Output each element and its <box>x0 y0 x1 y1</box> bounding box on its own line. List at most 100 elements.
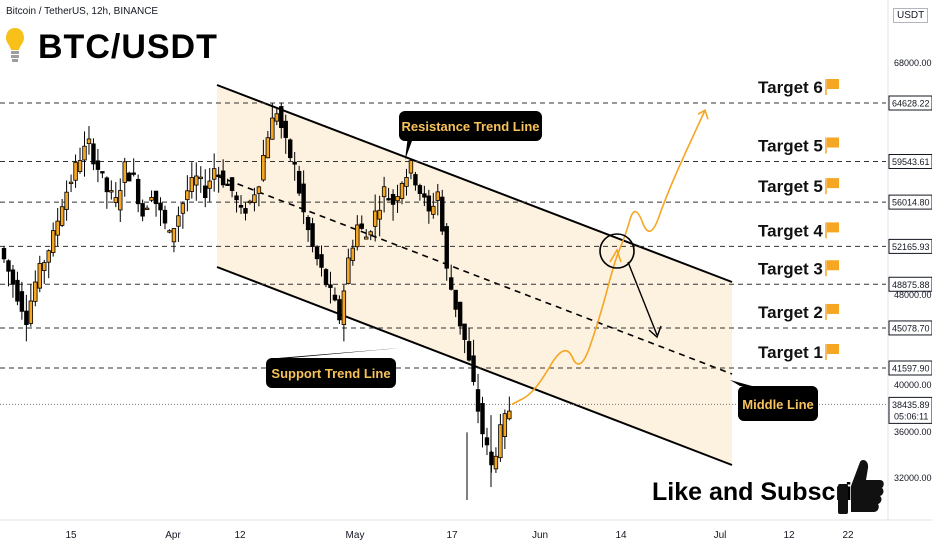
candle-body <box>484 437 490 446</box>
projection-path[interactable] <box>511 109 706 406</box>
candle-body <box>381 186 387 198</box>
candle-body <box>77 160 83 172</box>
target-price-tag <box>888 194 932 210</box>
candle-body <box>471 355 476 382</box>
candle-body <box>457 301 463 327</box>
candle-body <box>475 389 481 412</box>
candle-body <box>135 178 141 205</box>
candle-body <box>372 210 378 227</box>
candle-body <box>319 254 324 268</box>
target-price-tag <box>888 360 932 376</box>
projection-arrowhead <box>609 248 622 263</box>
candle-body <box>507 410 512 420</box>
candle-body <box>332 294 338 301</box>
candle-body <box>247 200 253 204</box>
time-tick-label: 12 <box>234 530 246 541</box>
flag-icon <box>827 344 839 354</box>
candle-body <box>158 202 163 211</box>
resistance-callout[interactable] <box>399 111 542 141</box>
price-axis[interactable] <box>888 0 932 550</box>
breakout-circle[interactable] <box>599 233 635 269</box>
candle-body <box>386 198 391 201</box>
candle-body <box>341 290 347 325</box>
price-scale-label: 40000.00 <box>894 380 932 390</box>
candle-body <box>270 117 275 140</box>
flag-icon <box>827 260 839 271</box>
flag-icon <box>827 137 839 148</box>
price-scale-label: 32000.00 <box>894 473 932 483</box>
candle-body <box>73 161 78 181</box>
candle-body <box>64 191 69 210</box>
time-tick-label: 22 <box>842 530 854 541</box>
target-price-label: 45078.70 <box>892 323 930 333</box>
candle-body <box>207 180 212 189</box>
middle-callout[interactable] <box>738 386 818 421</box>
candle-body <box>337 299 342 321</box>
candle-body <box>59 206 65 226</box>
target-price-label: 59543.61 <box>892 157 930 167</box>
target-price-label: 52165.93 <box>892 242 930 252</box>
candle-body <box>310 223 315 247</box>
candle-body <box>305 216 311 231</box>
middle-pointer <box>730 380 752 386</box>
candle-body <box>220 170 226 186</box>
candle-body <box>498 424 503 459</box>
candle-body <box>6 260 11 272</box>
candle-body <box>15 279 20 302</box>
candle-body <box>395 196 400 202</box>
candle-body <box>502 413 508 437</box>
candle-body <box>113 197 118 203</box>
retest-arrow <box>627 261 658 336</box>
candle-body <box>1 248 7 260</box>
candle-body <box>234 195 239 201</box>
retest-arrowhead <box>648 325 662 339</box>
price-scale-label: 36000.00 <box>894 427 932 437</box>
candle-body <box>279 106 284 129</box>
target-price-tag <box>888 154 932 170</box>
candle-body <box>104 177 110 193</box>
candle-body <box>435 191 440 201</box>
candle-body <box>377 209 382 220</box>
candle-body <box>355 224 360 248</box>
currency-badge[interactable]: USDT <box>893 8 929 23</box>
candle-body <box>364 236 369 240</box>
candle-body <box>466 341 472 361</box>
candle-body <box>68 181 74 184</box>
candle-body <box>167 230 172 233</box>
brand-title: BTC/USDT <box>38 28 218 66</box>
target-price-label: 41597.90 <box>892 364 930 374</box>
candle-body <box>100 171 105 174</box>
candle-body <box>127 172 132 182</box>
candle-body <box>19 291 25 312</box>
candle-body <box>323 269 329 286</box>
candle-body <box>140 203 145 217</box>
candle-body <box>122 161 127 183</box>
time-tick-label: 15 <box>65 530 77 541</box>
candle-body <box>296 170 302 194</box>
candle-body <box>243 208 248 214</box>
candle-body <box>162 209 168 224</box>
candle-body <box>194 175 199 186</box>
candle-body <box>328 284 333 288</box>
price-scale-label: 68000.00 <box>894 58 932 68</box>
candle-body <box>417 185 423 194</box>
candle-body <box>426 195 432 212</box>
target-label: Target 6 <box>758 78 823 97</box>
target-price-label: 48875.88 <box>892 280 930 290</box>
candle-body <box>225 183 230 186</box>
resistance-trend-line[interactable] <box>216 84 733 283</box>
target-label: Target 5 <box>758 137 823 156</box>
target-label: Target 2 <box>758 303 823 322</box>
time-tick-label: Jun <box>532 530 548 541</box>
candle-body <box>144 207 150 211</box>
support-callout[interactable] <box>266 358 396 388</box>
candle-body <box>346 257 351 284</box>
target-price-tag <box>888 95 932 111</box>
candle-body <box>229 177 235 191</box>
candle-body <box>189 177 195 192</box>
candle-body <box>462 323 467 340</box>
current-price-tag <box>888 396 932 424</box>
resistance-label: Resistance Trend Line <box>402 119 540 134</box>
